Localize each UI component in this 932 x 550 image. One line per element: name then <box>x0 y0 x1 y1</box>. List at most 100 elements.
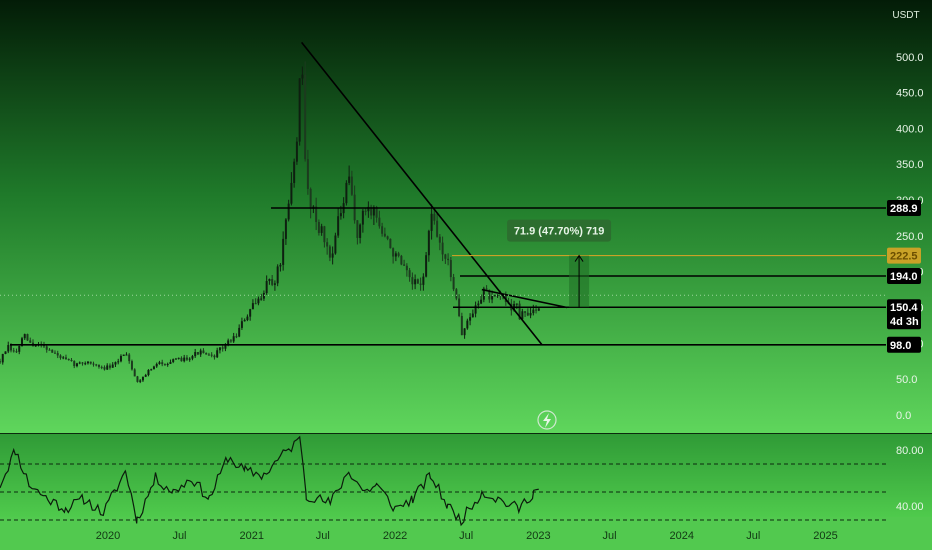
price-levels: 288.9 222.5 194.0 150.4 4d 3h 98.0 <box>0 200 921 353</box>
rsi-pane: 80.00 40.00 <box>0 435 924 527</box>
lightning-icon[interactable] <box>537 410 557 430</box>
candle-body <box>7 345 10 352</box>
level-badge <box>887 200 921 217</box>
candle-body <box>213 355 216 358</box>
candle-body <box>293 161 296 183</box>
candle-body <box>339 213 342 217</box>
candle-body <box>328 246 331 258</box>
candle-body <box>246 316 249 321</box>
candle-body <box>133 369 136 377</box>
candle-body <box>356 220 359 238</box>
x-tick-label: Jul <box>172 530 186 542</box>
candle-body <box>408 270 411 278</box>
y-tick-label: 350.0 <box>896 159 924 171</box>
candle-body <box>482 288 485 300</box>
candle-body <box>433 213 436 221</box>
rsi-line <box>0 435 539 527</box>
candle-body <box>334 235 337 254</box>
candle-body <box>229 340 232 342</box>
candle-body <box>350 176 353 195</box>
candles <box>0 61 540 384</box>
candle-body <box>64 357 67 360</box>
candle-body <box>411 277 414 285</box>
candle-body <box>320 226 323 233</box>
level-badge <box>887 299 921 330</box>
candle-body <box>84 363 87 365</box>
candle-body <box>403 264 406 266</box>
candle-body <box>103 367 106 370</box>
candle-body <box>449 260 452 278</box>
candle-body <box>521 311 524 320</box>
candle-body <box>23 334 26 339</box>
x-tick-label: Jul <box>746 530 760 542</box>
candle-body <box>4 351 7 354</box>
candle-body <box>152 366 155 370</box>
candle-body <box>218 347 221 351</box>
candle-body <box>493 295 496 297</box>
candle-body <box>15 351 18 353</box>
candle-body <box>295 141 298 162</box>
candle-body <box>177 357 180 359</box>
x-tick-label: 2020 <box>96 530 120 542</box>
candle-body <box>70 359 73 362</box>
candle-body <box>287 203 290 220</box>
candle-body <box>48 349 51 351</box>
x-tick-label: 2022 <box>383 530 407 542</box>
level-badge-label: 150.4 <box>890 302 918 314</box>
candle-body <box>284 219 287 239</box>
candle-body <box>276 266 279 284</box>
candle-body <box>306 159 309 189</box>
candle-body <box>532 309 535 314</box>
candle-body <box>364 210 367 212</box>
x-tick-label: 2024 <box>670 530 694 542</box>
candle-body <box>150 369 153 371</box>
candle-body <box>125 354 128 356</box>
candle-body <box>53 352 56 354</box>
candle-body <box>141 376 144 381</box>
candle-body <box>158 362 161 364</box>
candle-body <box>422 276 425 285</box>
candle-body <box>271 279 274 285</box>
candle-body <box>130 361 133 370</box>
candle-body <box>97 364 100 367</box>
candle-body <box>367 206 370 212</box>
x-tick-label: 2023 <box>526 530 550 542</box>
candle-body <box>139 380 142 382</box>
candle-body <box>111 364 114 368</box>
candle-body <box>20 338 23 347</box>
candle-body <box>172 359 175 362</box>
candle-body <box>469 317 472 321</box>
candle-body <box>378 217 381 227</box>
candle-body <box>262 292 265 299</box>
candle-body <box>279 264 282 267</box>
y-tick-label: 250.0 <box>896 231 924 243</box>
candle-body <box>18 346 21 352</box>
candle-body <box>67 359 70 361</box>
candle-body <box>441 242 444 255</box>
candle-body <box>9 345 12 351</box>
candle-body <box>273 283 276 285</box>
candle-body <box>515 303 518 305</box>
candle-body <box>337 216 340 236</box>
candle-body <box>529 313 532 316</box>
measure-label: 71.9 (47.70%) 719 <box>514 226 605 238</box>
candle-body <box>78 362 81 364</box>
candle-body <box>196 352 199 355</box>
level-badge <box>887 247 921 264</box>
candle-body <box>524 311 527 313</box>
candle-body <box>427 230 430 256</box>
candle-body <box>372 207 375 216</box>
candle-body <box>414 279 417 285</box>
candle-body <box>86 361 89 364</box>
candle-body <box>254 303 257 305</box>
candle-body <box>240 321 243 328</box>
candle-body <box>119 355 122 362</box>
candle-body <box>191 356 194 359</box>
candle-body <box>455 289 458 299</box>
candle-body <box>232 336 235 342</box>
candle-body <box>12 350 15 352</box>
x-tick-label: Jul <box>459 530 473 542</box>
candle-body <box>89 361 92 364</box>
